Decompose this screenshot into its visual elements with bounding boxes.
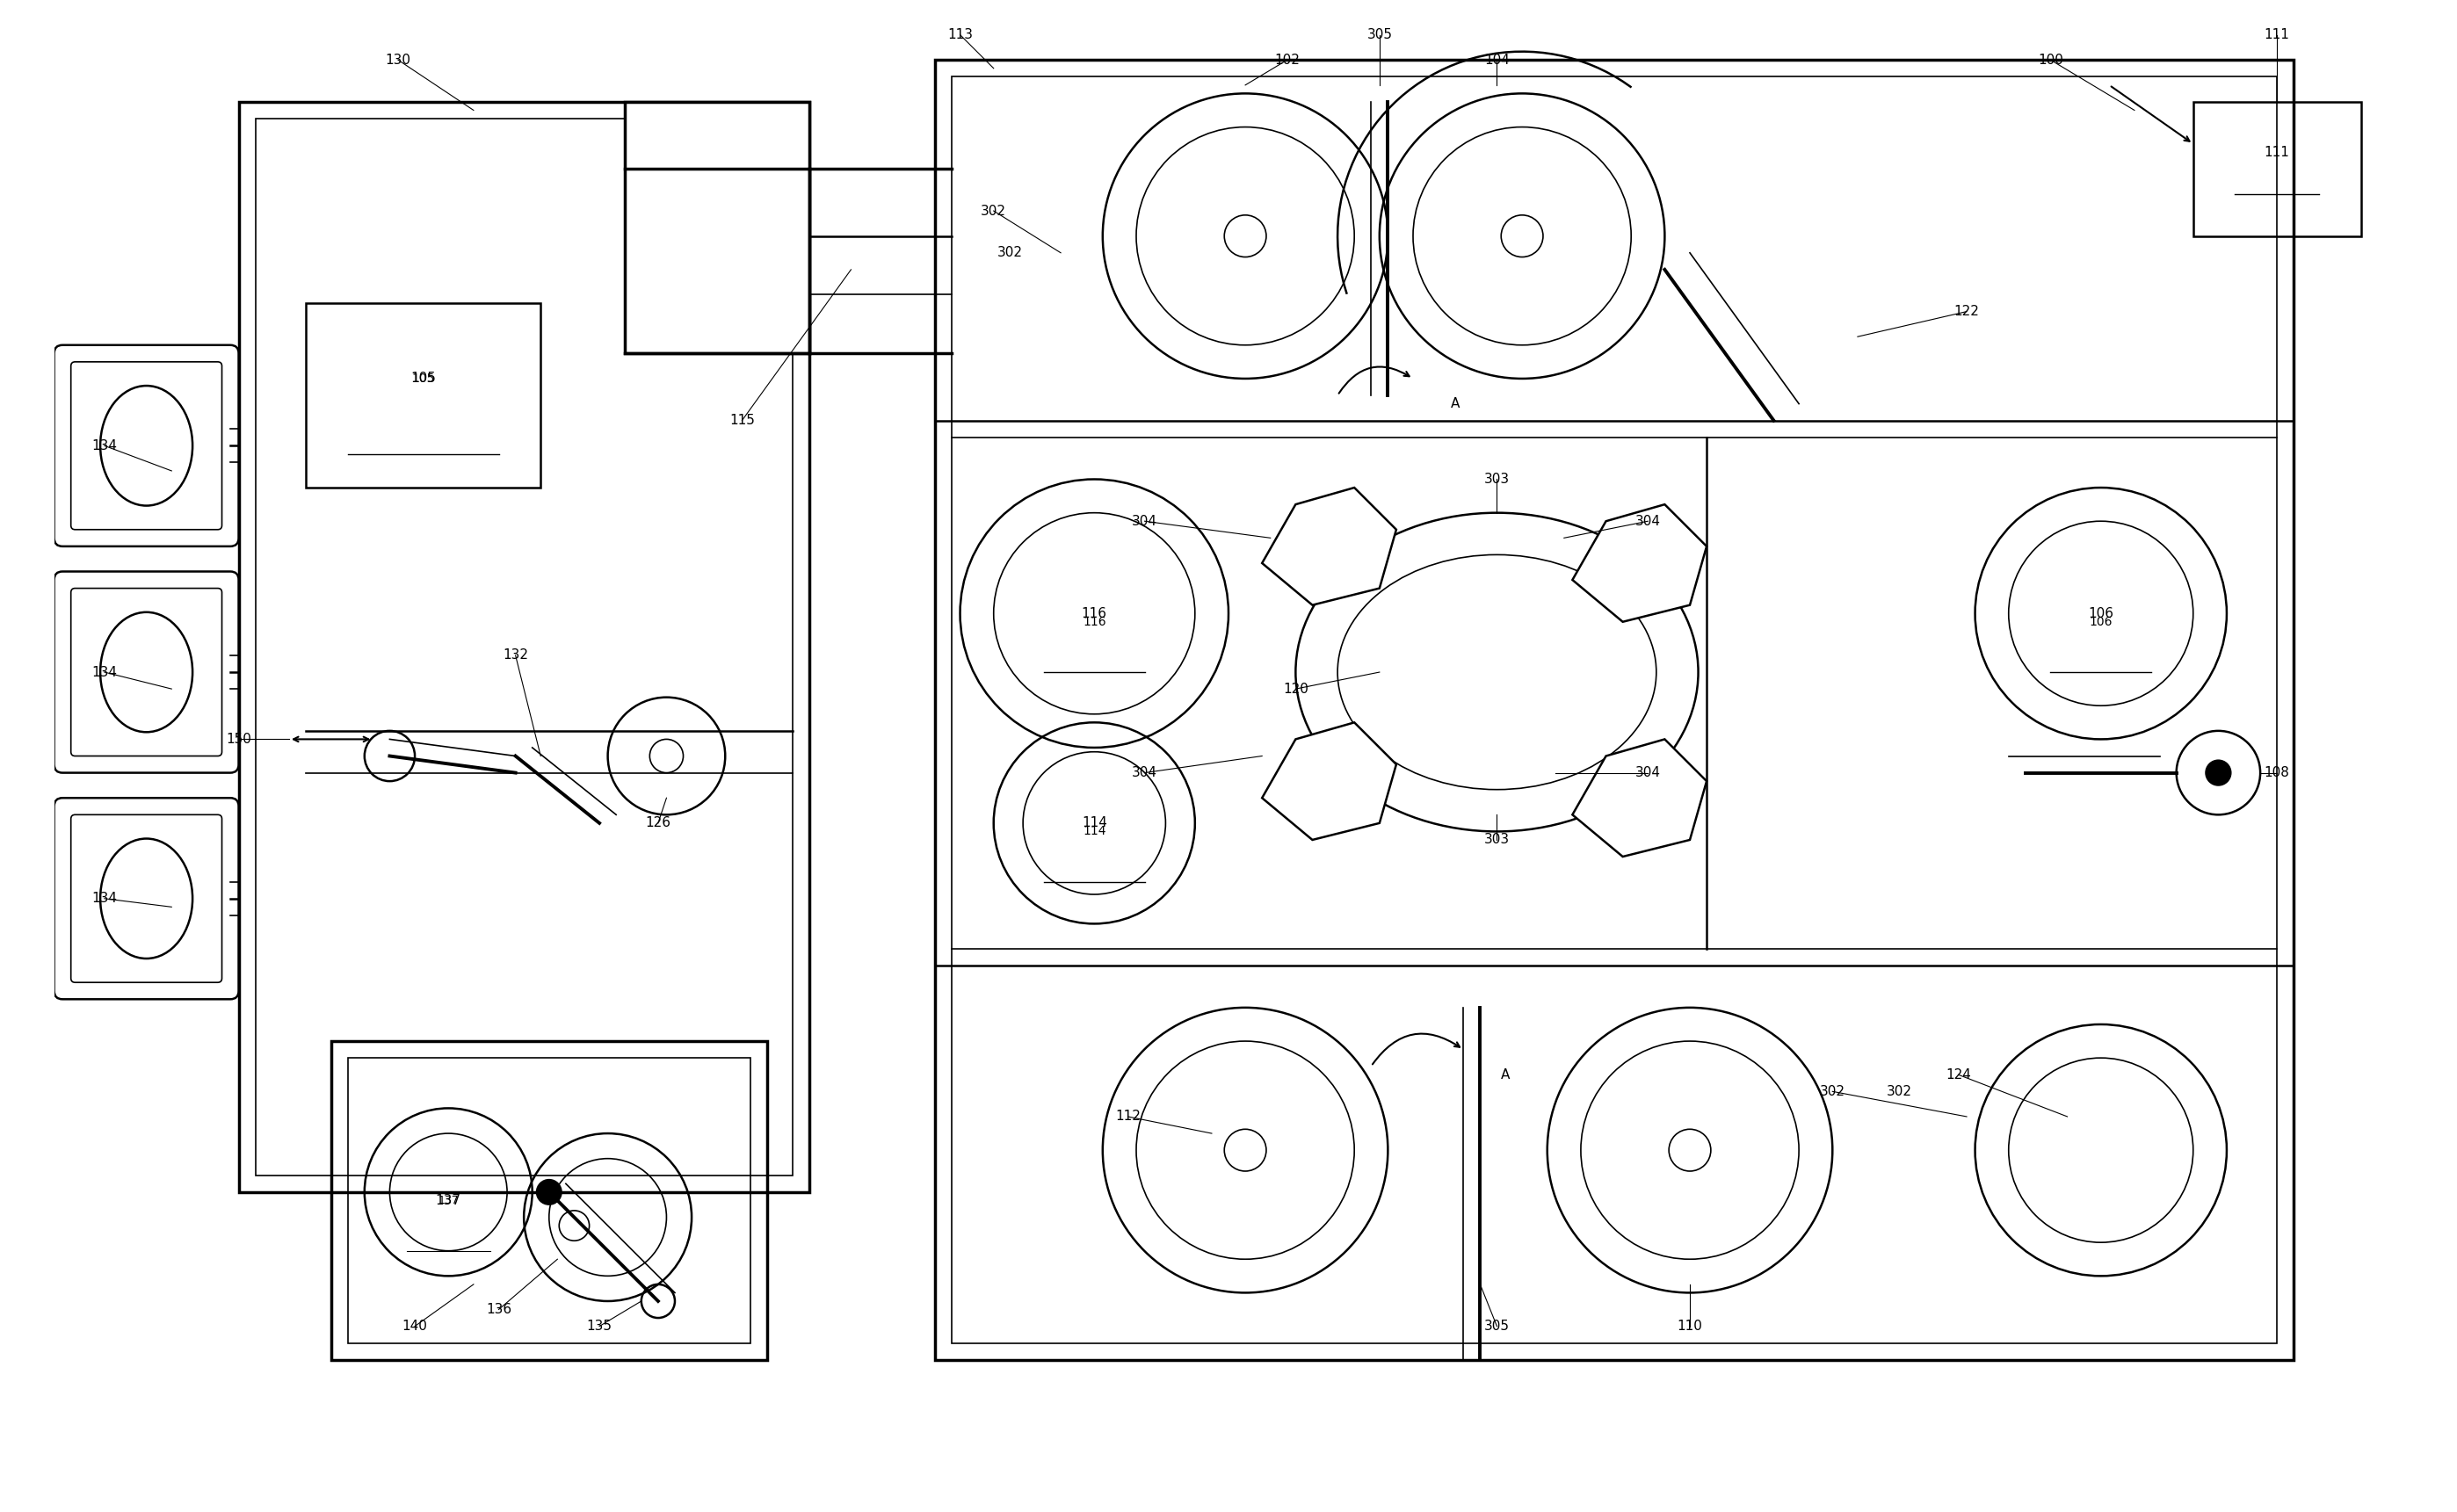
Text: 304: 304 <box>1636 514 1661 528</box>
Bar <box>349 1058 749 1343</box>
Text: 113: 113 <box>948 29 973 41</box>
Bar <box>256 118 791 1175</box>
Text: 105: 105 <box>413 372 435 384</box>
Text: 132: 132 <box>504 649 528 662</box>
Text: 305: 305 <box>1484 1320 1509 1334</box>
Text: 100: 100 <box>2037 53 2064 67</box>
Bar <box>332 1042 767 1359</box>
Text: 104: 104 <box>1484 53 1509 67</box>
Text: 302: 302 <box>1887 1086 1912 1098</box>
Text: 116: 116 <box>1084 615 1106 627</box>
Text: 303: 303 <box>1484 473 1509 485</box>
Text: 108: 108 <box>2265 767 2290 779</box>
Text: 114: 114 <box>1084 826 1106 838</box>
Text: 137: 137 <box>435 1194 462 1207</box>
Circle shape <box>536 1179 563 1205</box>
Text: 136: 136 <box>486 1303 511 1315</box>
Text: 137: 137 <box>437 1194 459 1207</box>
Text: A: A <box>1501 1067 1511 1081</box>
Bar <box>2194 101 2361 236</box>
Text: 150: 150 <box>226 733 251 745</box>
Text: 304: 304 <box>1636 767 1661 779</box>
Polygon shape <box>1263 723 1396 839</box>
Text: 102: 102 <box>1275 53 1300 67</box>
Text: 304: 304 <box>1133 514 1157 528</box>
Text: 106: 106 <box>2088 615 2113 627</box>
Text: 122: 122 <box>1953 305 1980 318</box>
Text: 135: 135 <box>587 1320 612 1334</box>
Bar <box>936 60 2295 1359</box>
Circle shape <box>2206 761 2231 785</box>
Text: 302: 302 <box>998 246 1022 260</box>
Text: 111: 111 <box>2265 145 2290 159</box>
Text: 302: 302 <box>1821 1086 1845 1098</box>
Text: 302: 302 <box>980 204 1007 218</box>
Text: 124: 124 <box>1946 1067 1971 1081</box>
Text: 112: 112 <box>1115 1110 1140 1123</box>
Polygon shape <box>1572 739 1708 857</box>
Polygon shape <box>1263 488 1396 605</box>
Text: 134: 134 <box>91 438 118 452</box>
Text: 303: 303 <box>1484 833 1509 847</box>
Text: 115: 115 <box>730 414 754 426</box>
Text: 130: 130 <box>386 53 410 67</box>
Text: 120: 120 <box>1283 682 1307 696</box>
Text: 134: 134 <box>91 892 118 906</box>
Bar <box>305 302 541 488</box>
Text: 111: 111 <box>2265 29 2290 41</box>
Text: 305: 305 <box>1366 29 1393 41</box>
Text: 105: 105 <box>410 372 435 386</box>
Text: 126: 126 <box>646 816 671 830</box>
Text: 116: 116 <box>1081 606 1108 620</box>
Text: 106: 106 <box>2088 606 2113 620</box>
Bar <box>624 101 808 354</box>
Bar <box>951 77 2278 1343</box>
Text: 304: 304 <box>1133 767 1157 779</box>
Text: 114: 114 <box>1081 816 1108 830</box>
Text: 140: 140 <box>403 1320 428 1334</box>
Text: A: A <box>1450 398 1459 410</box>
Polygon shape <box>1572 505 1708 621</box>
Text: 110: 110 <box>1678 1320 1703 1334</box>
Text: 134: 134 <box>91 665 118 679</box>
Bar <box>238 101 808 1191</box>
